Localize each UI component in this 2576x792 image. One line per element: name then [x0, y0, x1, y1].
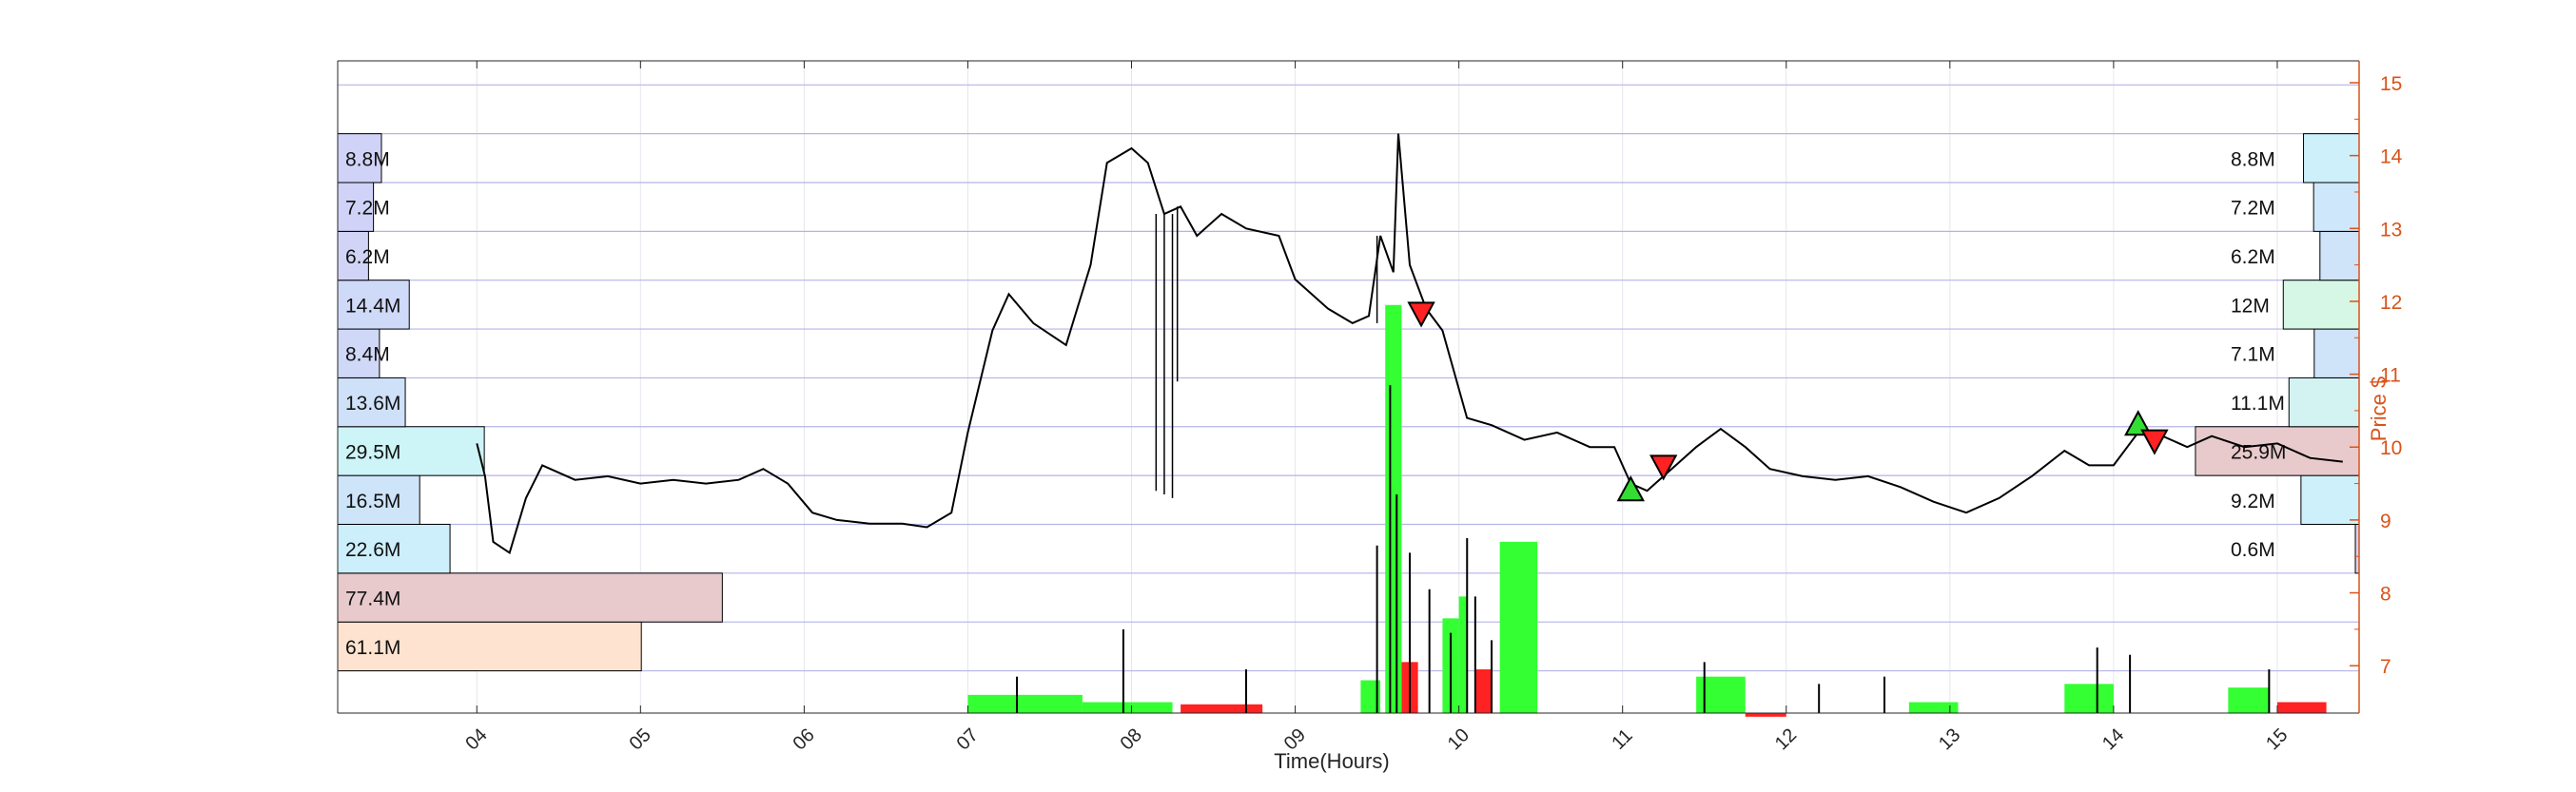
profile-right-label: 9.2M	[2231, 491, 2275, 512]
volume-bars	[967, 304, 2327, 717]
profile-right-bar	[2303, 133, 2360, 184]
profile-right-bar	[2313, 328, 2360, 378]
profile-left-label: 14.4M	[345, 295, 400, 317]
volume-block	[1181, 704, 1263, 713]
y-tick-label: 8	[2380, 584, 2391, 606]
profile-right-label: 0.6M	[2231, 539, 2275, 561]
profile-right-bar	[2282, 280, 2360, 330]
y-tick-label: 10	[2380, 437, 2402, 459]
price-line	[476, 133, 2343, 554]
profile-right-label: 7.2M	[2231, 198, 2275, 220]
x-tick-label: 08	[1117, 724, 1146, 754]
price-series	[476, 133, 2343, 554]
profile-left-label: 8.4M	[345, 344, 390, 366]
x-tick-label: 14	[2098, 724, 2128, 754]
volume-block	[1082, 702, 1173, 713]
profile-left-bar	[337, 182, 375, 232]
x-tick-label: 06	[789, 724, 818, 754]
y-tick-label: 12	[2380, 292, 2402, 314]
profile-left-bar	[337, 230, 369, 281]
profile-left-bar	[337, 280, 410, 330]
x-axis-label: Time(Hours)	[1274, 749, 1389, 773]
profile-right-label: 6.2M	[2231, 246, 2275, 268]
x-tick-label: 05	[625, 724, 654, 754]
volume-block	[1458, 596, 1468, 713]
volume-block	[2276, 702, 2327, 713]
volume-profile: 61.1M 77.4M 22.6M 16.5M 29.5M 13.6M 8.4M 14.4M 6…	[337, 133, 2360, 672]
profile-right-label: 12M	[2231, 295, 2270, 317]
profile-right-bar	[2195, 426, 2360, 476]
volume-block	[1745, 713, 1786, 717]
volume-block	[1499, 541, 1538, 713]
profile-left-label: 29.5M	[345, 441, 400, 463]
profile-left-label: 77.4M	[345, 589, 400, 610]
volume-block	[1385, 304, 1402, 713]
volume-block	[2228, 687, 2270, 713]
profile-left-label: 22.6M	[345, 539, 400, 561]
volume-block	[1908, 702, 1959, 713]
x-tick-label: 10	[1444, 724, 1473, 754]
sell-signal-marker	[1407, 301, 1435, 328]
volume-block	[1474, 669, 1493, 713]
y-tick-label: 13	[2380, 219, 2402, 241]
profile-left-bar	[337, 328, 381, 378]
profile-right-bar	[2288, 377, 2360, 428]
y-axis-label: Price $	[2367, 377, 2391, 441]
y-tick-label: 7	[2380, 656, 2391, 678]
x-tick-label: 04	[461, 724, 491, 754]
profile-left-bar	[337, 523, 451, 574]
profile-right-bar	[2313, 182, 2360, 232]
profile-left-bar	[337, 621, 642, 672]
x-tick-label: 07	[953, 724, 983, 754]
profile-right-bar	[2300, 474, 2360, 525]
volume-block	[967, 694, 1083, 713]
volume-block	[2064, 684, 2114, 713]
x-tick-label: 12	[1771, 724, 1801, 754]
x-tick-label: 11	[1608, 725, 1636, 754]
profile-right-label: 8.8M	[2231, 148, 2275, 170]
profile-left-label: 8.8M	[345, 148, 390, 170]
profile-left-label: 13.6M	[345, 393, 400, 415]
y-tick-label: 11	[2380, 365, 2401, 387]
profile-right-label: 11.1M	[2231, 393, 2285, 415]
profile-left-label: 61.1M	[345, 637, 400, 659]
profile-left-bar	[337, 426, 485, 476]
x-tick-label: 13	[1935, 724, 1964, 754]
profile-left-label: 7.2M	[345, 198, 390, 220]
trade-signals	[1407, 301, 2169, 502]
profile-left-label: 6.2M	[345, 246, 390, 268]
profile-left-bar	[337, 133, 382, 184]
buy-signal-marker	[1616, 475, 1645, 502]
y-tick-label: 9	[2380, 511, 2391, 532]
y-tick-label: 14	[2380, 146, 2403, 168]
buy-signal-marker	[2124, 410, 2153, 436]
volume-block	[1360, 680, 1381, 713]
profile-right-label: 7.1M	[2231, 344, 2275, 366]
y-tick-label: 15	[2380, 73, 2402, 95]
sell-signal-marker	[2140, 429, 2169, 455]
profile-right-bar	[2319, 230, 2360, 281]
profile-left-bar	[337, 572, 723, 623]
profile-left-label: 16.5M	[345, 491, 400, 512]
sell-signal-marker	[1649, 454, 1678, 481]
x-tick-label: 15	[2262, 724, 2292, 754]
